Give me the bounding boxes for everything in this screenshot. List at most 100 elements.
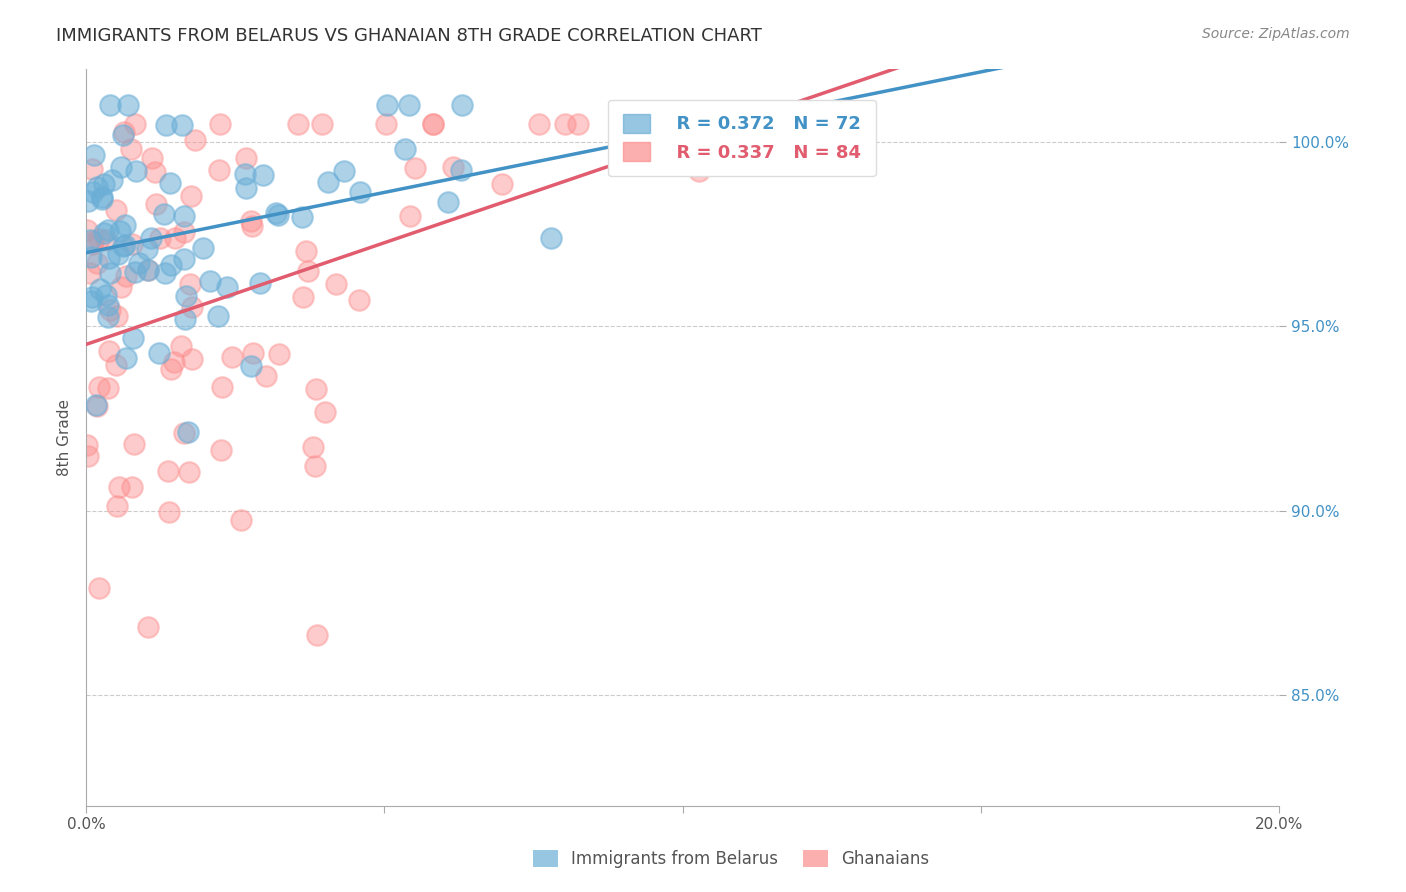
Immigrants from Belarus xyxy=(114,218,136,232)
Ghanaians xyxy=(86,256,108,270)
Ghanaians xyxy=(143,165,166,179)
Ghanaians xyxy=(184,133,207,147)
Immigrants from Belarus xyxy=(98,266,121,280)
Immigrants from Belarus xyxy=(100,173,122,187)
Ghanaians xyxy=(180,189,202,203)
Ghanaians xyxy=(240,213,263,227)
Ghanaians xyxy=(527,117,550,131)
Ghanaians xyxy=(120,142,142,156)
Immigrants from Belarus xyxy=(93,178,115,192)
Ghanaians xyxy=(173,425,195,440)
Ghanaians xyxy=(82,234,104,248)
Ghanaians xyxy=(208,163,231,178)
Text: IMMIGRANTS FROM BELARUS VS GHANAIAN 8TH GRADE CORRELATION CHART: IMMIGRANTS FROM BELARUS VS GHANAIAN 8TH … xyxy=(56,27,762,45)
Immigrants from Belarus xyxy=(124,265,146,279)
Immigrants from Belarus xyxy=(291,210,314,224)
Ghanaians xyxy=(297,264,319,278)
Immigrants from Belarus xyxy=(148,345,170,359)
Immigrants from Belarus xyxy=(115,351,138,366)
Ghanaians xyxy=(104,358,127,372)
Immigrants from Belarus xyxy=(540,231,562,245)
Immigrants from Belarus xyxy=(110,160,132,174)
Ghanaians xyxy=(242,345,264,359)
Ghanaians xyxy=(89,232,111,246)
Ghanaians xyxy=(121,236,143,251)
Ghanaians xyxy=(105,203,128,218)
Ghanaians xyxy=(76,438,98,452)
Immigrants from Belarus xyxy=(114,237,136,252)
Immigrants from Belarus xyxy=(217,279,239,293)
Immigrants from Belarus xyxy=(112,128,135,142)
Ghanaians xyxy=(314,405,336,419)
Immigrants from Belarus xyxy=(155,118,177,132)
Ghanaians xyxy=(242,219,264,233)
Immigrants from Belarus xyxy=(122,331,145,345)
Ghanaians xyxy=(287,117,309,131)
Ghanaians xyxy=(105,309,128,323)
Ghanaians xyxy=(295,244,318,259)
Ghanaians xyxy=(124,117,146,131)
Ghanaians xyxy=(305,383,328,397)
Immigrants from Belarus xyxy=(333,164,356,178)
Ghanaians xyxy=(112,125,135,139)
Immigrants from Belarus xyxy=(86,180,108,194)
Immigrants from Belarus xyxy=(84,398,107,412)
Immigrants from Belarus xyxy=(141,231,163,245)
Immigrants from Belarus xyxy=(198,274,221,288)
Immigrants from Belarus xyxy=(240,359,263,374)
Ghanaians xyxy=(121,480,143,494)
Ghanaians xyxy=(291,290,314,304)
Ghanaians xyxy=(304,459,326,474)
Ghanaians xyxy=(98,303,121,318)
Immigrants from Belarus xyxy=(80,250,103,264)
Immigrants from Belarus xyxy=(173,311,195,326)
Immigrants from Belarus xyxy=(264,205,287,219)
Ghanaians xyxy=(231,513,253,527)
Immigrants from Belarus xyxy=(191,241,214,255)
Ghanaians xyxy=(181,351,204,366)
Ghanaians xyxy=(77,449,100,463)
Immigrants from Belarus xyxy=(153,266,176,280)
Immigrants from Belarus xyxy=(252,168,274,182)
Ghanaians xyxy=(170,339,193,353)
Immigrants from Belarus xyxy=(83,148,105,162)
Ghanaians xyxy=(173,225,195,239)
Immigrants from Belarus xyxy=(172,118,194,132)
Ghanaians xyxy=(180,300,202,314)
Ghanaians xyxy=(76,223,98,237)
Ghanaians xyxy=(235,152,257,166)
Immigrants from Belarus xyxy=(159,176,181,190)
Immigrants from Belarus xyxy=(94,288,117,302)
Immigrants from Belarus xyxy=(97,223,120,237)
Ghanaians xyxy=(136,263,159,277)
Ghanaians xyxy=(165,230,187,244)
Ghanaians xyxy=(375,117,398,131)
Immigrants from Belarus xyxy=(160,258,183,272)
Ghanaians xyxy=(82,161,104,176)
Ghanaians xyxy=(86,400,108,414)
Y-axis label: 8th Grade: 8th Grade xyxy=(58,399,72,475)
Immigrants from Belarus xyxy=(207,309,229,323)
Ghanaians xyxy=(221,350,243,364)
Immigrants from Belarus xyxy=(398,98,420,112)
Ghanaians xyxy=(160,362,183,376)
Ghanaians xyxy=(307,628,329,642)
Ghanaians xyxy=(80,237,103,252)
Immigrants from Belarus xyxy=(233,167,256,181)
Ghanaians xyxy=(325,277,347,291)
Ghanaians xyxy=(163,355,186,369)
Ghanaians xyxy=(157,464,180,478)
Ghanaians xyxy=(688,164,710,178)
Ghanaians xyxy=(108,480,131,494)
Ghanaians xyxy=(254,369,277,384)
Immigrants from Belarus xyxy=(138,263,160,277)
Ghanaians xyxy=(122,437,145,451)
Ghanaians xyxy=(177,465,200,479)
Text: Source: ZipAtlas.com: Source: ZipAtlas.com xyxy=(1202,27,1350,41)
Immigrants from Belarus xyxy=(316,175,339,189)
Immigrants from Belarus xyxy=(152,207,174,221)
Immigrants from Belarus xyxy=(375,98,398,112)
Ghanaians xyxy=(179,277,201,291)
Ghanaians xyxy=(554,117,576,131)
Immigrants from Belarus xyxy=(98,98,121,112)
